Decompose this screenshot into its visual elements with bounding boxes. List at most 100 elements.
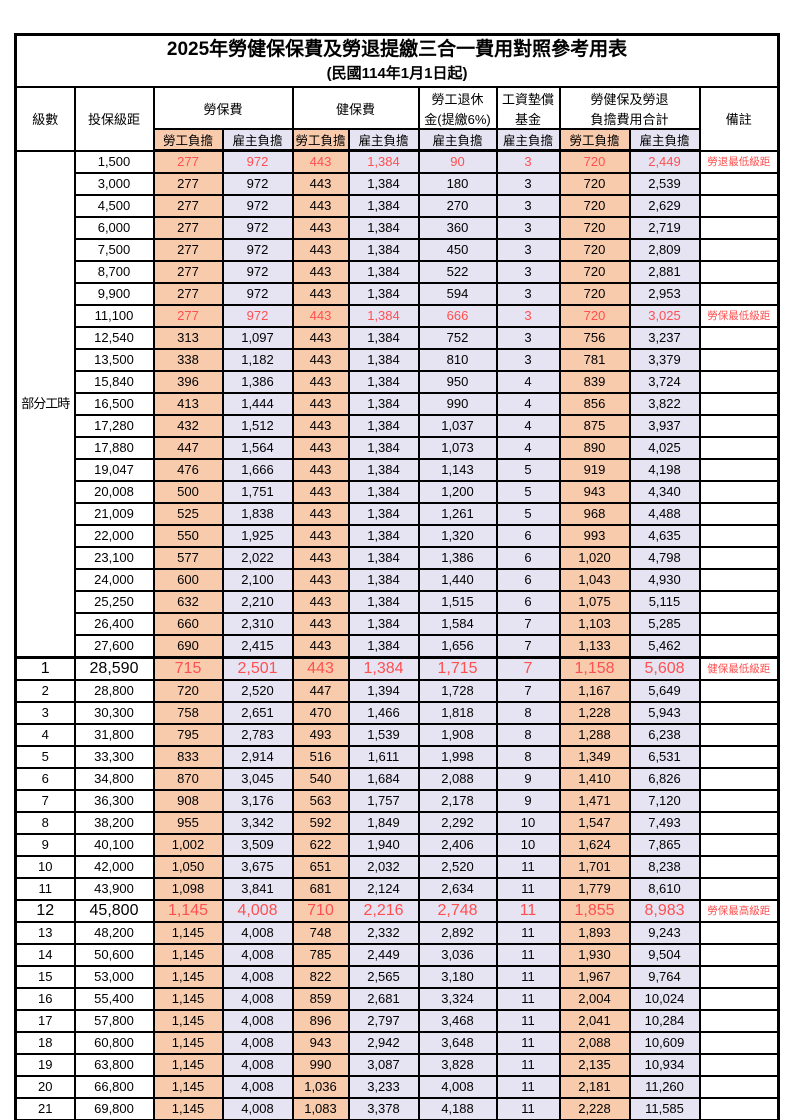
cell-labor-employer: 4,008 xyxy=(221,1097,294,1120)
cell-health-employer: 1,384 xyxy=(347,634,420,659)
cell-wage-fund-employer: 11 xyxy=(495,855,561,879)
cell-labor-employer: 972 xyxy=(221,304,294,328)
col-header-health-insurance: 健保費 xyxy=(291,86,420,130)
cell-remarks xyxy=(698,326,780,350)
cell-wage-fund-employer: 8 xyxy=(495,701,561,725)
cell-total-employer: 5,649 xyxy=(628,679,701,703)
cell-labor-employee: 1,145 xyxy=(152,1075,224,1099)
cell-bracket: 1,500 xyxy=(73,149,155,174)
cell-pension-employer: 2,406 xyxy=(417,833,498,857)
cell-remarks: 勞保最高級距 xyxy=(698,899,780,923)
table-row: 20,008 500 1,751 443 1,384 1,200 5 943 4,340 xyxy=(16,480,780,504)
page-title: 2025年勞健保保費及勞退提繳三合一費用對照參考用表 xyxy=(166,39,628,60)
cell-pension-employer: 1,515 xyxy=(417,590,498,614)
cell-total-employer: 6,238 xyxy=(628,723,701,747)
cell-labor-employee: 1,145 xyxy=(152,1097,224,1120)
cell-total-employee: 720 xyxy=(558,149,631,174)
cell-total-employer: 2,539 xyxy=(628,172,701,196)
cell-total-employee: 1,624 xyxy=(558,833,631,857)
cell-labor-employer: 4,008 xyxy=(221,921,294,945)
table-row: 15,840 396 1,386 443 1,384 950 4 839 3,724 xyxy=(16,370,780,394)
cell-wage-fund-employer: 4 xyxy=(495,436,561,460)
cell-health-employee: 592 xyxy=(291,811,350,835)
cell-bracket: 57,800 xyxy=(73,1009,155,1033)
header-row-1: 級數 投保級距 勞保費 健保費 勞工退休 工資墊償 勞健保及勞退 備註 xyxy=(14,86,780,152)
cell-wage-fund-employer: 5 xyxy=(495,502,561,526)
table-row: 27,600 690 2,415 443 1,384 1,656 7 1,133 5,462 xyxy=(16,634,780,659)
cell-level: 3 xyxy=(14,701,76,725)
cell-health-employee: 443 xyxy=(291,480,350,504)
cell-wage-fund-employer: 7 xyxy=(495,656,561,681)
cell-pension-employer: 3,180 xyxy=(417,965,498,989)
col-header-labor-insurance: 勞保費 xyxy=(152,86,294,130)
cell-wage-fund-employer: 11 xyxy=(495,943,561,967)
cell-pension-employer: 1,143 xyxy=(417,458,498,482)
cell-health-employee: 540 xyxy=(291,767,350,791)
cell-labor-employer: 3,342 xyxy=(221,811,294,835)
table-row: 17 57,800 1,145 4,008 896 2,797 3,468 11 2,041 10… xyxy=(14,1009,780,1033)
cell-level: 20 xyxy=(14,1075,76,1099)
subheader-wage-fund-employer: 雇主負擔 xyxy=(495,128,561,152)
cell-wage-fund-employer: 4 xyxy=(495,414,561,438)
cell-health-employee: 443 xyxy=(291,590,350,614)
cell-pension-employer: 2,088 xyxy=(417,767,498,791)
cell-labor-employee: 277 xyxy=(152,304,224,328)
cell-total-employee: 756 xyxy=(558,326,631,350)
cell-pension-employer: 2,748 xyxy=(417,899,498,923)
cell-pension-employer: 3,324 xyxy=(417,987,498,1011)
cell-total-employee: 1,158 xyxy=(558,656,631,681)
cell-wage-fund-employer: 6 xyxy=(495,568,561,592)
cell-total-employee: 968 xyxy=(558,502,631,526)
table-row: 13,500 338 1,182 443 1,384 810 3 781 3,379 xyxy=(16,348,780,372)
header-row-3: 勞工負擔 雇主負擔 勞工負擔 雇主負擔 雇主負擔 雇主負擔 勞工負擔 雇主負擔 xyxy=(16,128,779,152)
table-row: 6,000 277 972 443 1,384 360 3 720 2,719 xyxy=(16,216,780,240)
cell-total-employer: 10,024 xyxy=(628,987,701,1011)
cell-health-employee: 443 xyxy=(291,172,350,196)
cell-health-employer: 1,384 xyxy=(347,326,420,350)
cell-total-employee: 720 xyxy=(558,172,631,196)
table-row: 22,000 550 1,925 443 1,384 1,320 6 993 4,635 xyxy=(16,524,780,548)
cell-labor-employer: 2,501 xyxy=(221,656,294,681)
cell-remarks xyxy=(698,1053,780,1077)
table-row: 2 28,800 720 2,520 447 1,394 1,728 7 1,167 5,649 xyxy=(14,679,780,703)
cell-health-employer: 3,087 xyxy=(347,1053,420,1077)
cell-remarks xyxy=(698,679,780,703)
cell-remarks xyxy=(698,612,780,636)
cell-labor-employer: 2,022 xyxy=(221,546,294,570)
cell-health-employee: 651 xyxy=(291,855,350,879)
cell-health-employer: 1,384 xyxy=(347,348,420,372)
cell-bracket: 63,800 xyxy=(73,1053,155,1077)
cell-pension-employer: 1,656 xyxy=(417,634,498,659)
cell-wage-fund-employer: 8 xyxy=(495,723,561,747)
cell-total-employer: 5,115 xyxy=(628,590,701,614)
cell-total-employer: 9,764 xyxy=(628,965,701,989)
cell-total-employer: 9,243 xyxy=(628,921,701,945)
cell-remarks xyxy=(698,723,780,747)
cell-total-employer: 4,340 xyxy=(628,480,701,504)
cell-health-employer: 1,384 xyxy=(347,502,420,526)
cell-remarks xyxy=(698,987,780,1011)
cell-total-employee: 781 xyxy=(558,348,631,372)
subheader-labor-employer: 雇主負擔 xyxy=(221,128,294,152)
cell-labor-employee: 758 xyxy=(152,701,224,725)
cell-wage-fund-employer: 3 xyxy=(495,326,561,350)
cell-wage-fund-employer: 3 xyxy=(495,149,561,174)
cell-labor-employee: 795 xyxy=(152,723,224,747)
cell-labor-employee: 1,050 xyxy=(152,855,224,879)
cell-total-employee: 720 xyxy=(558,304,631,328)
cell-pension-employer: 522 xyxy=(417,260,498,284)
cell-health-employee: 785 xyxy=(291,943,350,967)
cell-pension-employer: 666 xyxy=(417,304,498,328)
cell-level: 10 xyxy=(14,855,76,879)
table-row: 21,009 525 1,838 443 1,384 1,261 5 968 4,488 xyxy=(16,502,780,526)
cell-health-employer: 1,384 xyxy=(347,436,420,460)
col-header-wage-fund-line2: 基金 xyxy=(495,108,561,130)
cell-total-employer: 5,943 xyxy=(628,701,701,725)
cell-health-employee: 443 xyxy=(291,260,350,284)
cell-remarks xyxy=(698,1075,780,1099)
cell-remarks xyxy=(698,172,780,196)
cell-labor-employee: 277 xyxy=(152,149,224,174)
cell-level: 18 xyxy=(14,1031,76,1055)
table-title-cell: 2025年勞健保保費及勞退提繳三合一費用對照參考用表 (民國114年1月1日起) xyxy=(14,33,780,88)
cell-total-employer: 7,493 xyxy=(628,811,701,835)
